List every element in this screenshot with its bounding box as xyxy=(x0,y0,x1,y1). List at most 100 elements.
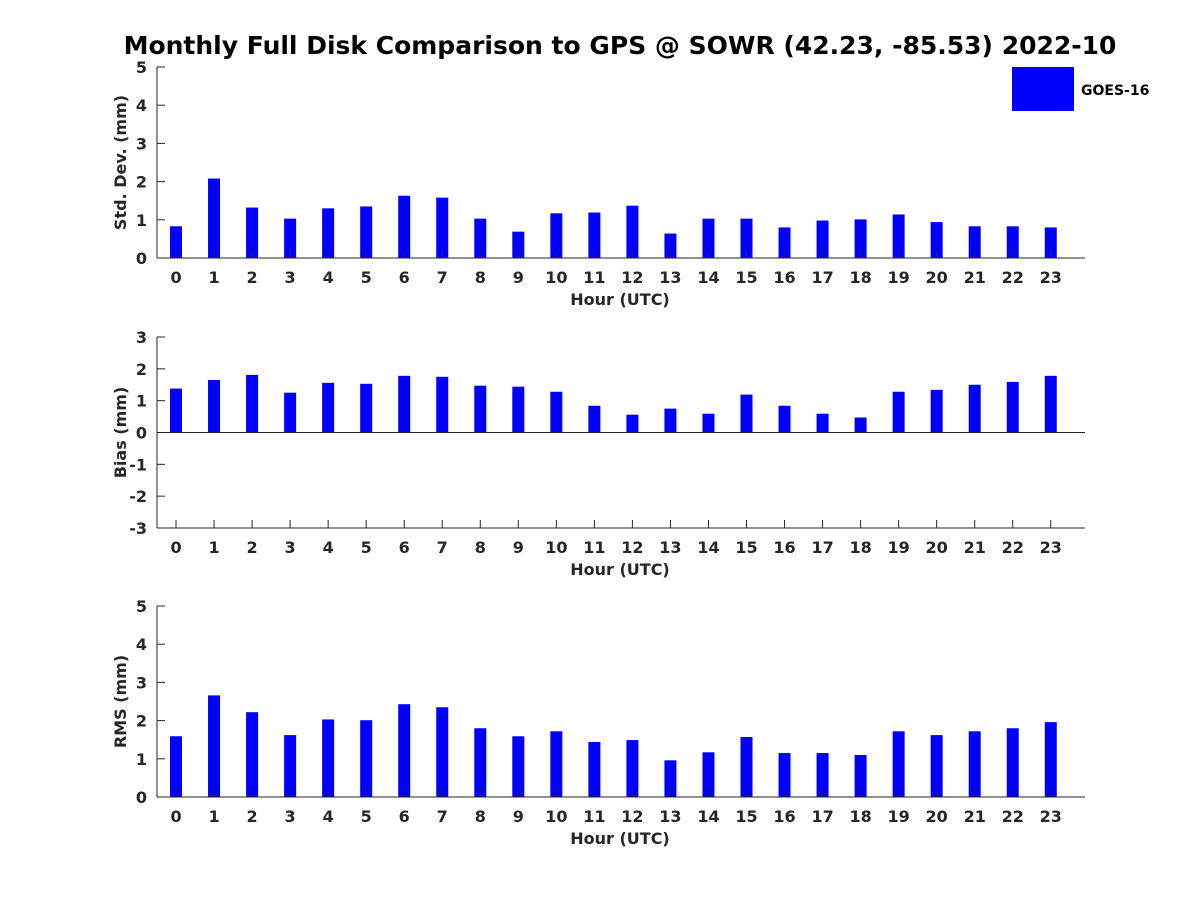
std-dev-bar-hour-4 xyxy=(322,208,335,258)
bias-x-tick-label: 1 xyxy=(208,538,219,557)
bias-x-tick-label: 12 xyxy=(621,538,643,557)
std-dev-bar-hour-1 xyxy=(208,178,221,258)
std-dev-x-tick-label: 10 xyxy=(545,268,567,287)
rms-bar-hour-17 xyxy=(816,753,829,797)
rms-x-tick-label: 23 xyxy=(1040,807,1062,826)
bias-bar-hour-6 xyxy=(398,375,411,433)
rms-bar-hour-22 xyxy=(1006,728,1019,797)
rms-y-tick-label: 5 xyxy=(136,597,147,616)
std-dev-bar-hour-22 xyxy=(1006,226,1019,258)
rms-bar-hour-21 xyxy=(968,731,981,797)
std-dev-x-tick-label: 15 xyxy=(735,268,757,287)
std-dev-bar-hour-11 xyxy=(588,212,601,258)
bias-x-tick-label: 7 xyxy=(437,538,448,557)
rms-bar-hour-18 xyxy=(854,754,867,797)
rms-x-tick-label: 10 xyxy=(545,807,567,826)
rms-x-tick-label: 8 xyxy=(475,807,486,826)
bias-bar-hour-4 xyxy=(322,382,335,433)
rms-x-tick-label: 15 xyxy=(735,807,757,826)
rms-bar-hour-19 xyxy=(892,731,905,797)
bias-bar-hour-14 xyxy=(702,413,715,433)
rms-y-tick-label: 4 xyxy=(136,635,147,654)
rms-x-tick-label: 0 xyxy=(170,807,181,826)
std-dev-x-tick-label: 1 xyxy=(208,268,219,287)
std-dev-x-tick-label: 21 xyxy=(964,268,986,287)
bias-y-tick-label: -1 xyxy=(129,455,147,474)
std-dev-x-tick-label: 22 xyxy=(1002,268,1024,287)
rms-bar-hour-10 xyxy=(550,731,563,797)
std-dev-bar-hour-10 xyxy=(550,213,563,258)
bias-x-tick-label: 8 xyxy=(475,538,486,557)
std-dev-x-tick-label: 11 xyxy=(583,268,605,287)
std-dev-x-tick-label: 18 xyxy=(849,268,871,287)
std-dev-y-tick-label: 4 xyxy=(136,96,147,115)
bias-bar-hour-11 xyxy=(588,405,601,433)
rms-x-tick-label: 14 xyxy=(697,807,719,826)
rms-bar-hour-11 xyxy=(588,741,601,797)
std-dev-bar-hour-14 xyxy=(702,218,715,258)
bias-x-tick-label: 6 xyxy=(399,538,410,557)
rms-x-tick-label: 16 xyxy=(773,807,795,826)
bias-bar-hour-12 xyxy=(626,414,639,433)
rms-y-tick-label: 0 xyxy=(136,788,147,807)
std-dev-y-tick-label: 3 xyxy=(136,134,147,153)
bias-y-tick-label: 1 xyxy=(136,392,147,411)
bias-x-tick-label: 18 xyxy=(849,538,871,557)
bias-x-tick-label: 4 xyxy=(323,538,334,557)
rms-bar-hour-3 xyxy=(284,735,297,797)
bias-x-tick-label: 15 xyxy=(735,538,757,557)
bias-bar-hour-20 xyxy=(930,389,943,433)
std-dev-bar-hour-8 xyxy=(474,218,487,258)
std-dev-x-tick-label: 12 xyxy=(621,268,643,287)
rms-x-tick-label: 18 xyxy=(849,807,871,826)
std-dev-bar-hour-18 xyxy=(854,219,867,258)
bias-bar-hour-19 xyxy=(892,391,905,433)
bias-x-tick-label: 3 xyxy=(285,538,296,557)
std-dev-x-tick-label: 7 xyxy=(437,268,448,287)
bias-x-tick-label: 19 xyxy=(888,538,910,557)
rms-y-tick-label: 3 xyxy=(136,673,147,692)
rms-x-tick-label: 20 xyxy=(926,807,948,826)
bias-bar-hour-18 xyxy=(854,417,867,433)
std-dev-bar-hour-16 xyxy=(778,227,791,258)
std-dev-bar-hour-20 xyxy=(930,222,943,258)
std-dev-bar-hour-23 xyxy=(1044,227,1057,258)
bias-bar-hour-21 xyxy=(968,384,981,433)
std-dev-y-tick-label: 1 xyxy=(136,211,147,230)
std-dev-bar-hour-0 xyxy=(170,226,183,258)
bias-y-tick-label: 0 xyxy=(136,424,147,443)
rms-y-tick-label: 1 xyxy=(136,750,147,769)
bias-bar-hour-7 xyxy=(436,376,449,433)
std-dev-x-tick-label: 0 xyxy=(170,268,181,287)
bias-bar-hour-13 xyxy=(664,408,677,433)
std-dev-bar-hour-21 xyxy=(968,226,981,258)
bias-bar-hour-23 xyxy=(1044,375,1057,433)
std-dev-y-tick-label: 5 xyxy=(136,58,147,77)
std-dev-bar-hour-15 xyxy=(740,218,753,258)
rms-bar-hour-20 xyxy=(930,735,943,797)
bias-x-tick-label: 10 xyxy=(545,538,567,557)
std-dev-bar-hour-5 xyxy=(360,206,373,258)
bias-x-tick-label: 21 xyxy=(964,538,986,557)
std-dev-x-tick-label: 23 xyxy=(1040,268,1062,287)
bias-bar-hour-16 xyxy=(778,405,791,433)
rms-bar-hour-13 xyxy=(664,760,677,797)
std-dev-bar-hour-6 xyxy=(398,195,411,258)
std-dev-bar-hour-9 xyxy=(512,231,525,258)
bias-x-tick-label: 16 xyxy=(773,538,795,557)
std-dev-bar-hour-2 xyxy=(246,207,259,258)
bias-x-tick-label: 9 xyxy=(513,538,524,557)
std-dev-x-tick-label: 3 xyxy=(285,268,296,287)
std-dev-x-tick-label: 16 xyxy=(773,268,795,287)
rms-x-tick-label: 9 xyxy=(513,807,524,826)
bias-bar-hour-2 xyxy=(246,374,259,433)
std-dev-x-tick-label: 4 xyxy=(323,268,334,287)
std-dev-bar-hour-13 xyxy=(664,233,677,258)
std-dev-x-tick-label: 9 xyxy=(513,268,524,287)
rms-bar-hour-5 xyxy=(360,720,373,797)
chart-title: Monthly Full Disk Comparison to GPS @ SO… xyxy=(124,31,1117,60)
bias-x-tick-label: 22 xyxy=(1002,538,1024,557)
rms-y-tick-label: 2 xyxy=(136,712,147,731)
